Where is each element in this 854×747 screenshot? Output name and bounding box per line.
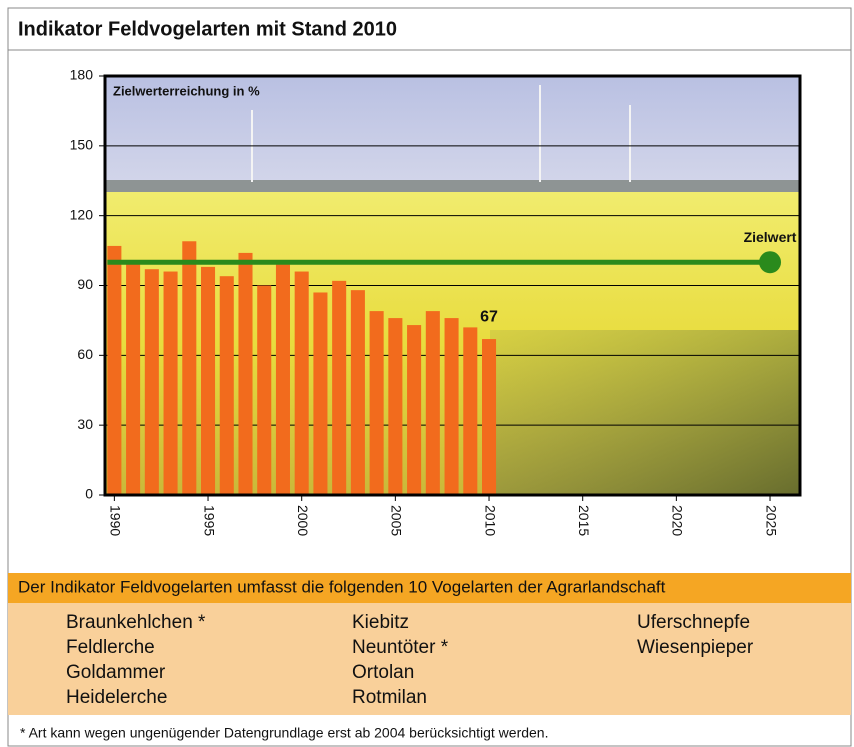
y-tick-label: 30 [77, 416, 93, 432]
x-tick-label: 2005 [389, 505, 405, 536]
bar [332, 280, 347, 495]
bar [126, 262, 141, 495]
bar [294, 271, 309, 495]
x-tick-label: 2010 [482, 505, 498, 536]
species-name: Braunkehlchen * [66, 612, 206, 633]
bar [388, 318, 403, 495]
bar [444, 318, 459, 495]
target-label: Zielwert [744, 229, 797, 245]
x-tick-label: 2015 [576, 505, 592, 536]
bar [407, 325, 422, 495]
photo-shade [490, 330, 800, 495]
y-tick-label: 180 [70, 67, 94, 83]
data-label: 67 [480, 308, 498, 325]
bar [369, 311, 384, 495]
y-tick-label: 150 [70, 137, 94, 153]
bar [425, 311, 440, 495]
chart-title: Indikator Feldvogelarten mit Stand 2010 [18, 18, 397, 40]
bar [182, 241, 197, 495]
bar [163, 271, 178, 495]
species-bg [8, 603, 851, 715]
species-name: Rotmilan [352, 687, 427, 708]
y-tick-label: 60 [77, 346, 93, 362]
species-name: Heidelerche [66, 687, 167, 708]
x-tick-label: 2020 [670, 505, 686, 536]
species-name: Goldammer [66, 662, 166, 683]
plot-border [103, 74, 802, 497]
bar [257, 285, 272, 495]
target-point [759, 251, 782, 274]
x-tick-label: 2000 [295, 505, 311, 536]
photo-sky [105, 76, 800, 186]
frame [7, 7, 852, 747]
bar [201, 266, 216, 495]
species-name: Uferschnepfe [637, 612, 750, 633]
y-tick-label: 0 [85, 486, 93, 502]
y-tick-label: 90 [77, 276, 93, 292]
bar [463, 327, 478, 495]
bar [313, 292, 328, 495]
bar [275, 264, 290, 495]
species-header: Der Indikator Feldvogelarten umfasst die… [18, 577, 666, 596]
bar [238, 252, 253, 495]
species-name: Neuntöter * [352, 637, 449, 658]
footnote: * Art kann wegen ungenügender Datengrund… [20, 725, 548, 741]
species-name: Feldlerche [66, 637, 155, 658]
x-tick-label: 1990 [108, 505, 124, 536]
x-tick-label: 1995 [201, 505, 217, 536]
bar [219, 276, 234, 495]
bar [144, 269, 159, 495]
species-name: Kiebitz [352, 612, 409, 633]
species-header-bg [8, 573, 851, 603]
photo-horizon [105, 180, 800, 192]
bar [107, 245, 122, 495]
bar [482, 339, 497, 495]
x-tick-label: 2025 [763, 505, 779, 536]
species-name: Wiesenpieper [637, 637, 754, 658]
bar [350, 290, 365, 495]
y-tick-label: 120 [70, 206, 94, 222]
y-axis-label: Zielwerterreichung in % [113, 83, 260, 98]
species-name: Ortolan [352, 662, 414, 683]
